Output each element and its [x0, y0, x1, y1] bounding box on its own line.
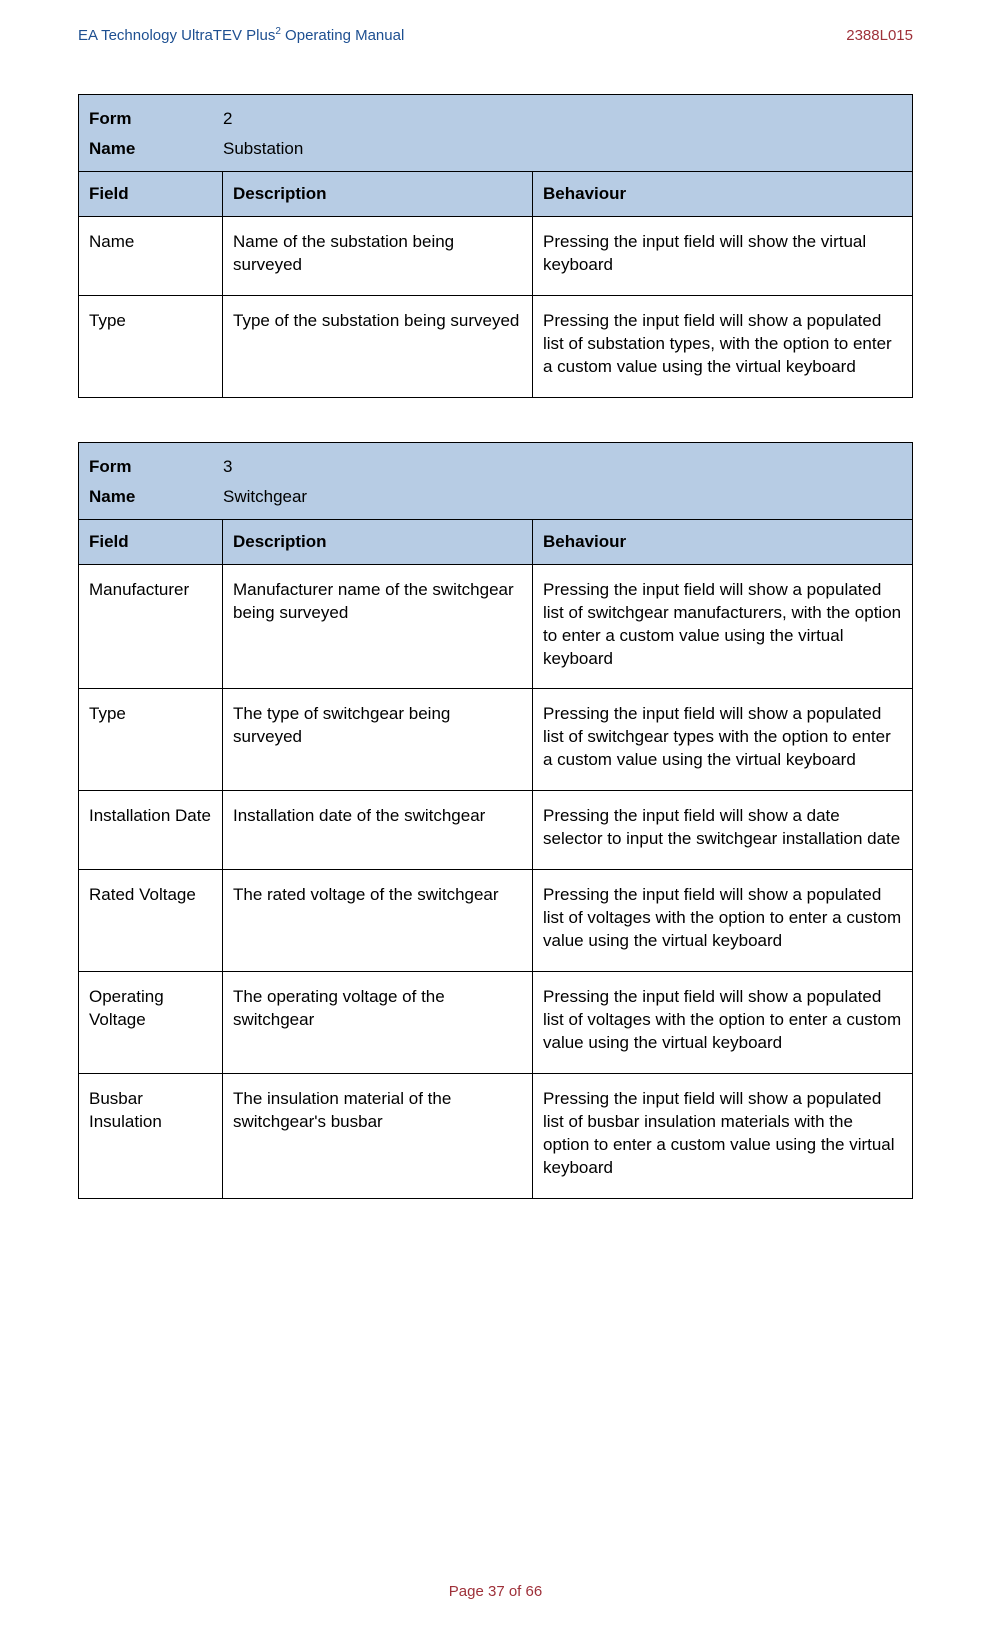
table-row: Manufacturer Manufacturer name of the sw… [79, 564, 913, 689]
document-code: 2388L015 [846, 27, 913, 44]
form-label: Form [89, 457, 223, 477]
col-head-description: Description [223, 519, 533, 564]
table-header-block: Form 2 Name Substation [79, 95, 913, 172]
form-number: 3 [223, 457, 232, 477]
cell-field: Rated Voltage [79, 870, 223, 972]
form-name: Switchgear [223, 487, 307, 507]
cell-field: Type [79, 689, 223, 791]
cell-behaviour: Pressing the input field will show a pop… [533, 564, 913, 689]
page-footer: Page 37 of 66 [0, 1583, 991, 1600]
cell-field: Installation Date [79, 791, 223, 870]
cell-field: Busbar Insulation [79, 1073, 223, 1198]
table-row: Type The type of switchgear being survey… [79, 689, 913, 791]
cell-behaviour: Pressing the input field will show a pop… [533, 971, 913, 1073]
cell-field: Type [79, 295, 223, 397]
cell-behaviour: Pressing the input field will show a dat… [533, 791, 913, 870]
page: EA Technology UltraTEV Plus 2 Operating M… [0, 0, 991, 1634]
column-header-row: Field Description Behaviour [79, 519, 913, 564]
cell-description: Type of the substation being surveyed [223, 295, 533, 397]
cell-behaviour: Pressing the input field will show a pop… [533, 295, 913, 397]
form-table-substation: Form 2 Name Substation Field Description… [78, 94, 913, 398]
form-label: Form [89, 109, 223, 129]
table-header-block: Form 3 Name Switchgear [79, 442, 913, 519]
form-table-switchgear: Form 3 Name Switchgear Field Description… [78, 442, 913, 1199]
cell-field: Name [79, 217, 223, 296]
name-label: Name [89, 139, 223, 159]
cell-behaviour: Pressing the input field will show a pop… [533, 870, 913, 972]
cell-field: Manufacturer [79, 564, 223, 689]
cell-description: The type of switchgear being surveyed [223, 689, 533, 791]
col-head-field: Field [79, 172, 223, 217]
name-label: Name [89, 487, 223, 507]
col-head-description: Description [223, 172, 533, 217]
cell-field: Operating Voltage [79, 971, 223, 1073]
page-header: EA Technology UltraTEV Plus2 Operating M… [78, 26, 913, 44]
cell-behaviour: Pressing the input field will show the v… [533, 217, 913, 296]
table-row: Busbar Insulation The insulation materia… [79, 1073, 913, 1198]
title-suffix: Operating Manual [281, 27, 404, 44]
col-head-behaviour: Behaviour [533, 172, 913, 217]
table-row: Type Type of the substation being survey… [79, 295, 913, 397]
col-head-field: Field [79, 519, 223, 564]
column-header-row: Field Description Behaviour [79, 172, 913, 217]
cell-description: Manufacturer name of the switchgear bein… [223, 564, 533, 689]
cell-description: The insulation material of the switchgea… [223, 1073, 533, 1198]
cell-behaviour: Pressing the input field will show a pop… [533, 689, 913, 791]
table-row: Rated Voltage The rated voltage of the s… [79, 870, 913, 972]
table-row: Operating Voltage The operating voltage … [79, 971, 913, 1073]
cell-behaviour: Pressing the input field will show a pop… [533, 1073, 913, 1198]
cell-description: Name of the substation being surveyed [223, 217, 533, 296]
cell-description: The operating voltage of the switchgear [223, 971, 533, 1073]
col-head-behaviour: Behaviour [533, 519, 913, 564]
form-name: Substation [223, 139, 303, 159]
cell-description: Installation date of the switchgear [223, 791, 533, 870]
document-title: EA Technology UltraTEV Plus2 Operating M… [78, 26, 404, 44]
table-row: Installation Date Installation date of t… [79, 791, 913, 870]
title-prefix: EA Technology UltraTEV Plus [78, 27, 275, 44]
cell-description: The rated voltage of the switchgear [223, 870, 533, 972]
table-row: Name Name of the substation being survey… [79, 217, 913, 296]
form-number: 2 [223, 109, 232, 129]
